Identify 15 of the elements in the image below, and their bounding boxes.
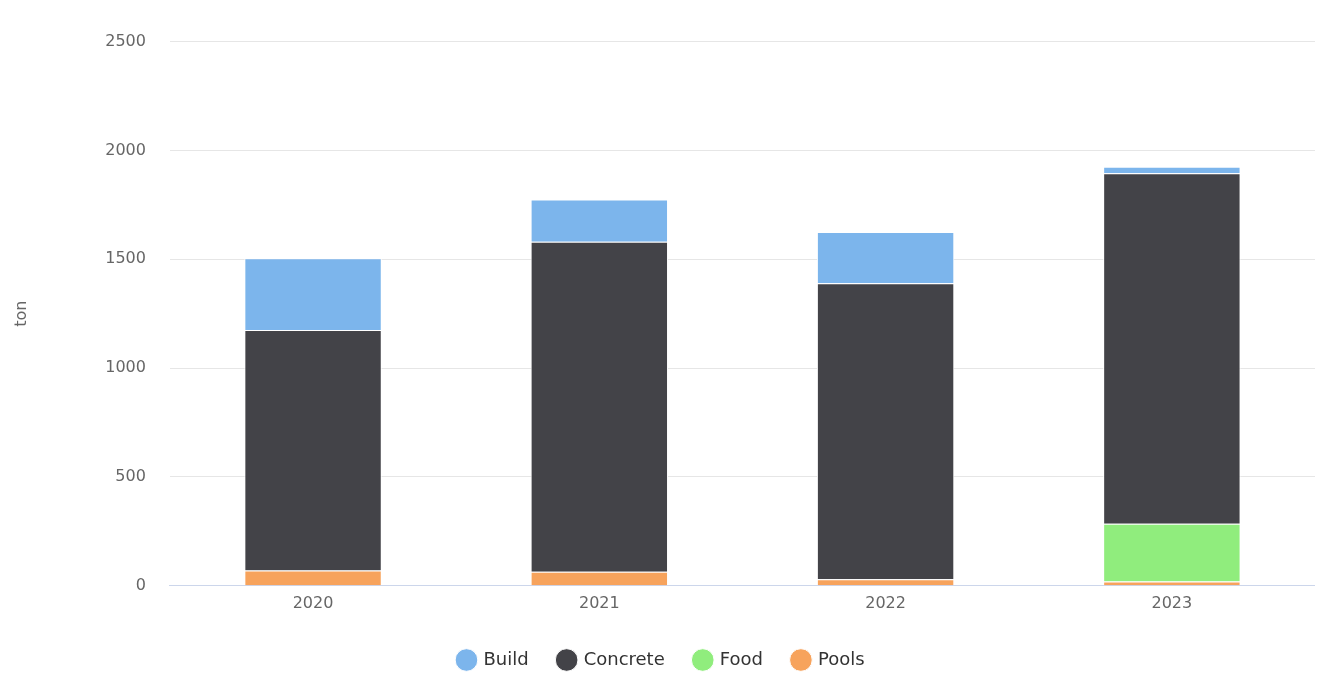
x-tick-label: 2023 bbox=[1151, 592, 1193, 612]
y-tick-label: 2000 bbox=[105, 139, 146, 159]
x-tick-label: 2021 bbox=[578, 592, 620, 612]
y-axis-title: ton bbox=[10, 300, 30, 327]
legend-label: Build bbox=[483, 647, 529, 669]
y-tick-label: 1500 bbox=[105, 248, 146, 268]
y-tick-label: 0 bbox=[135, 574, 146, 594]
legend-label: Concrete bbox=[583, 647, 665, 669]
x-tick-label: 2022 bbox=[865, 592, 906, 612]
x-tick-label: 2020 bbox=[292, 592, 334, 612]
y-tick-label: 500 bbox=[115, 466, 146, 486]
y-tick-label: 1000 bbox=[105, 357, 146, 377]
legend-label: Pools bbox=[817, 647, 865, 669]
y-tick-label: 2500 bbox=[105, 30, 146, 50]
legend-label: Food bbox=[719, 647, 763, 669]
